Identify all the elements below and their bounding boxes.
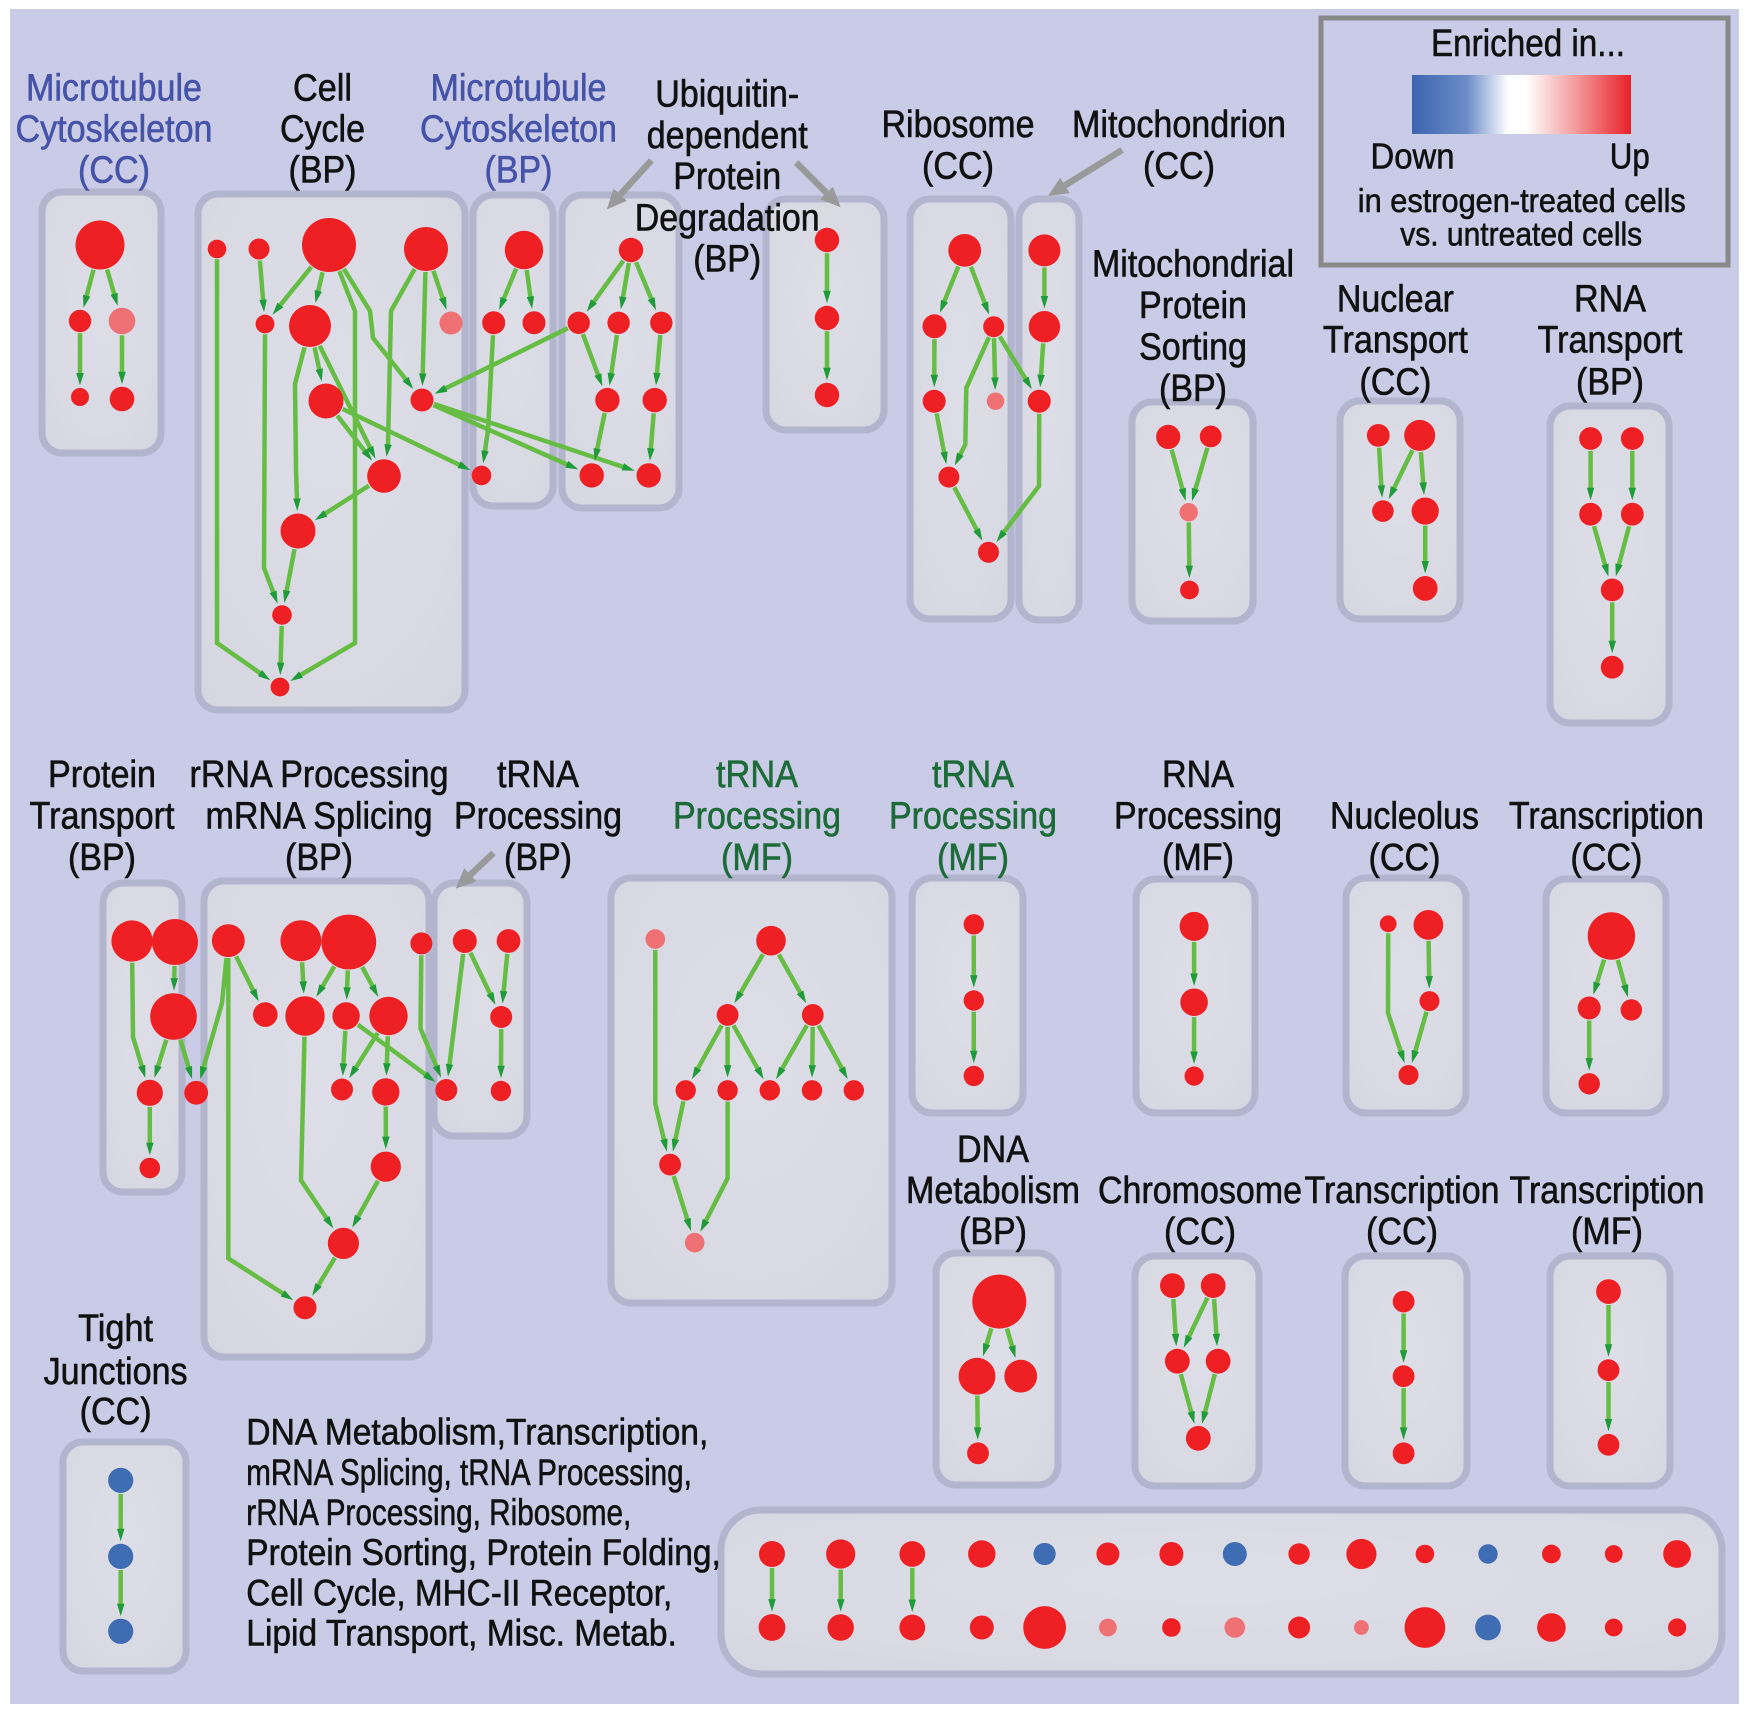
svg-text:(MF): (MF) <box>1162 837 1234 879</box>
svg-text:Processing: Processing <box>673 795 841 837</box>
svg-text:Metabolism: Metabolism <box>906 1170 1080 1212</box>
svg-text:Cycle: Cycle <box>280 109 365 151</box>
svg-text:Chromosome: Chromosome <box>1098 1170 1302 1212</box>
svg-text:(BP): (BP) <box>68 837 136 879</box>
svg-text:Tight: Tight <box>78 1308 153 1350</box>
svg-text:Cytoskeleton: Cytoskeleton <box>16 109 213 151</box>
svg-text:(BP): (BP) <box>1159 368 1227 410</box>
svg-text:Lipid Transport, Misc. Metab.: Lipid Transport, Misc. Metab. <box>246 1612 677 1654</box>
svg-text:Transcription: Transcription <box>1305 1170 1500 1212</box>
svg-text:(CC): (CC) <box>922 146 994 188</box>
svg-text:Transport: Transport <box>30 795 175 837</box>
svg-text:(BP): (BP) <box>959 1211 1027 1253</box>
svg-text:Mitochondrial: Mitochondrial <box>1092 243 1294 285</box>
svg-text:Up: Up <box>1610 135 1650 176</box>
svg-text:RNA: RNA <box>1574 279 1647 321</box>
svg-text:Degradation: Degradation <box>635 197 820 239</box>
svg-text:Nucleolus: Nucleolus <box>1330 795 1479 837</box>
svg-text:(MF): (MF) <box>937 837 1009 879</box>
svg-text:Protein: Protein <box>48 754 156 796</box>
svg-text:Protein: Protein <box>673 156 781 198</box>
svg-text:Microtubule: Microtubule <box>431 68 607 110</box>
svg-text:(CC): (CC) <box>80 1391 152 1433</box>
svg-text:Protein Sorting, Protein Foldi: Protein Sorting, Protein Folding, <box>246 1531 721 1573</box>
svg-text:(BP): (BP) <box>285 837 353 879</box>
svg-text:Cytoskeleton: Cytoskeleton <box>420 109 617 151</box>
svg-text:Cell: Cell <box>293 68 352 110</box>
svg-text:mRNA Splicing, tRNA Processing: mRNA Splicing, tRNA Processing, <box>246 1451 692 1493</box>
svg-text:tRNA: tRNA <box>932 754 1015 796</box>
svg-text:Junctions: Junctions <box>44 1351 188 1393</box>
svg-text:(BP): (BP) <box>1576 361 1644 403</box>
svg-text:(CC): (CC) <box>1359 361 1431 403</box>
svg-text:(CC): (CC) <box>1570 837 1642 879</box>
svg-text:Transcription: Transcription <box>1509 795 1704 837</box>
svg-text:DNA: DNA <box>957 1129 1030 1171</box>
svg-text:(CC): (CC) <box>1369 837 1441 879</box>
svg-text:Down: Down <box>1371 135 1455 176</box>
svg-text:Processing: Processing <box>889 795 1057 837</box>
svg-text:(MF): (MF) <box>721 837 793 879</box>
svg-text:Ubiquitin-: Ubiquitin- <box>655 74 799 116</box>
svg-text:tRNA: tRNA <box>716 754 799 796</box>
svg-text:(BP): (BP) <box>504 837 572 879</box>
svg-text:(CC): (CC) <box>1366 1211 1438 1253</box>
svg-text:Processing: Processing <box>454 795 622 837</box>
svg-text:(BP): (BP) <box>693 239 761 281</box>
svg-text:Microtubule: Microtubule <box>26 68 202 110</box>
svg-text:RNA: RNA <box>1162 754 1235 796</box>
svg-text:Transport: Transport <box>1323 320 1468 362</box>
svg-text:Enriched in...: Enriched in... <box>1431 23 1625 65</box>
svg-text:in estrogen-treated cells: in estrogen-treated cells <box>1358 182 1686 219</box>
svg-text:Transcription: Transcription <box>1510 1170 1705 1212</box>
svg-text:dependent: dependent <box>647 115 808 157</box>
svg-text:Mitochondrion: Mitochondrion <box>1072 104 1286 146</box>
svg-text:(BP): (BP) <box>485 150 553 192</box>
svg-text:(MF): (MF) <box>1571 1211 1643 1253</box>
svg-text:rRNA Processing: rRNA Processing <box>190 754 449 796</box>
svg-text:mRNA Splicing: mRNA Splicing <box>206 795 433 837</box>
svg-text:(CC): (CC) <box>1143 146 1215 188</box>
svg-text:Transport: Transport <box>1538 320 1683 362</box>
svg-text:(BP): (BP) <box>289 150 357 192</box>
svg-text:(CC): (CC) <box>1164 1211 1236 1253</box>
svg-text:Ribosome: Ribosome <box>882 104 1035 146</box>
svg-text:rRNA Processing, Ribosome,: rRNA Processing, Ribosome, <box>246 1491 631 1533</box>
svg-text:Protein: Protein <box>1139 285 1247 327</box>
svg-text:Sorting: Sorting <box>1139 327 1247 369</box>
svg-text:Nuclear: Nuclear <box>1337 279 1454 321</box>
svg-text:Cell Cycle, MHC-II Receptor,: Cell Cycle, MHC-II Receptor, <box>246 1571 672 1613</box>
svg-text:Processing: Processing <box>1114 795 1282 837</box>
svg-text:(CC): (CC) <box>78 150 150 192</box>
svg-text:vs. untreated cells: vs. untreated cells <box>1400 216 1642 253</box>
svg-text:DNA Metabolism,Transcription,: DNA Metabolism,Transcription, <box>246 1411 708 1453</box>
svg-text:tRNA: tRNA <box>497 754 580 796</box>
